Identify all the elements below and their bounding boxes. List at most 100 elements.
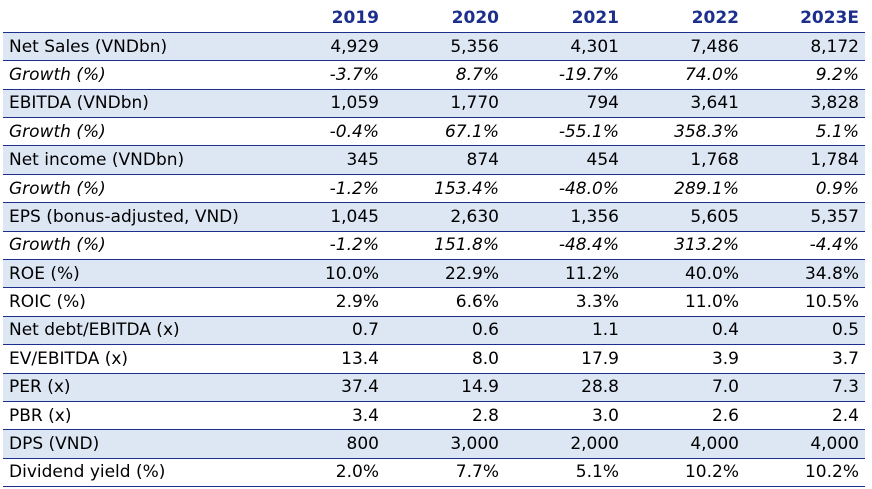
row-value: 5.1%	[505, 458, 625, 488]
row-value: 1,059	[265, 89, 385, 119]
row-value: 4,929	[265, 32, 385, 62]
header-cell-2023e: 2023E	[745, 4, 865, 33]
row-value: 1,356	[505, 202, 625, 232]
row-value: 17.9	[505, 344, 625, 374]
row-value: 3,000	[385, 429, 505, 459]
row-value: 8,172	[745, 32, 865, 62]
row-value: 37.4	[265, 373, 385, 402]
row-label: Growth (%)	[3, 231, 265, 261]
row-value: 10.2%	[625, 458, 745, 488]
row-value: 22.9%	[385, 259, 505, 289]
row-value: 3.0	[505, 401, 625, 431]
table-row: ROIC (%) 2.9% 6.6% 3.3% 11.0% 10.5%	[3, 287, 865, 317]
table-row: Net Sales (VNDbn) 4,929 5,356 4,301 7,486 8,1…	[3, 32, 865, 62]
row-value: 6.6%	[385, 287, 505, 317]
header-cell-label	[3, 4, 265, 33]
row-value: 1,768	[625, 145, 745, 175]
row-value: 2.0%	[265, 458, 385, 488]
row-value: 11.0%	[625, 287, 745, 317]
row-value: 345	[265, 145, 385, 175]
row-value: -0.4%	[265, 117, 385, 147]
row-label: Dividend yield (%)	[3, 458, 265, 488]
row-value: 67.1%	[385, 117, 505, 147]
row-label: ROIC (%)	[3, 287, 265, 317]
row-label: Net Sales (VNDbn)	[3, 32, 265, 62]
row-value: 3.3%	[505, 287, 625, 317]
row-label: DPS (VND)	[3, 429, 265, 459]
row-value: 1,045	[265, 202, 385, 232]
row-value: 10.2%	[745, 458, 865, 488]
row-value: 0.7	[265, 316, 385, 346]
row-value: 74.0%	[625, 60, 745, 90]
row-value: 3,641	[625, 89, 745, 119]
row-value: 10.0%	[265, 259, 385, 289]
row-value: 289.1%	[625, 174, 745, 204]
row-value: 8.7%	[385, 60, 505, 90]
row-value: 11.2%	[505, 259, 625, 289]
row-value: 9.2%	[745, 60, 865, 90]
row-value: 0.9%	[745, 174, 865, 204]
table-row: Net debt/EBITDA (x) 0.7 0.6 1.1 0.4 0.5	[3, 316, 865, 346]
row-label: PER (x)	[3, 373, 265, 402]
row-value: 2,630	[385, 202, 505, 232]
row-value: 5,357	[745, 202, 865, 232]
row-value: 313.2%	[625, 231, 745, 261]
financial-table: 2019 2020 2021 2022 2023E Net Sales (VND…	[3, 4, 865, 488]
row-value: 2,000	[505, 429, 625, 459]
table-row: EV/EBITDA (x) 13.4 8.0 17.9 3.9 3.7	[3, 344, 865, 374]
row-value: 7.3	[745, 373, 865, 402]
row-value: 358.3%	[625, 117, 745, 147]
row-value: 4,000	[745, 429, 865, 459]
row-value: 794	[505, 89, 625, 119]
row-value: 5,356	[385, 32, 505, 62]
row-value: 2.4	[745, 401, 865, 431]
row-value: 2.9%	[265, 287, 385, 317]
table-row: PER (x) 37.4 14.9 28.8 7.0 7.3	[3, 373, 865, 402]
row-value: 7.0	[625, 373, 745, 402]
row-value: 800	[265, 429, 385, 459]
table-row: Growth (%) -1.2% 153.4% -48.0% 289.1% 0.9%	[3, 174, 865, 204]
row-value: 8.0	[385, 344, 505, 374]
row-label: Net debt/EBITDA (x)	[3, 316, 265, 346]
row-value: 40.0%	[625, 259, 745, 289]
row-value: 454	[505, 145, 625, 175]
row-value: -3.7%	[265, 60, 385, 90]
row-value: 4,000	[625, 429, 745, 459]
row-value: -48.4%	[505, 231, 625, 261]
row-label: Growth (%)	[3, 60, 265, 90]
row-value: 7.7%	[385, 458, 505, 488]
row-label: ROE (%)	[3, 259, 265, 289]
row-value: 13.4	[265, 344, 385, 374]
row-value: 3.4	[265, 401, 385, 431]
header-cell-2020: 2020	[385, 4, 505, 33]
row-value: 2.8	[385, 401, 505, 431]
row-value: 0.4	[625, 316, 745, 346]
row-value: 874	[385, 145, 505, 175]
table-row: PBR (x) 3.4 2.8 3.0 2.6 2.4	[3, 401, 865, 431]
row-value: -19.7%	[505, 60, 625, 90]
row-value: 5,605	[625, 202, 745, 232]
row-value: 3.9	[625, 344, 745, 374]
row-value: 3.7	[745, 344, 865, 374]
row-value: 0.6	[385, 316, 505, 346]
row-label: EPS (bonus-adjusted, VND)	[3, 202, 265, 232]
table-row: EBITDA (VNDbn) 1,059 1,770 794 3,641 3,828	[3, 89, 865, 119]
row-value: -1.2%	[265, 174, 385, 204]
table-row: Growth (%) -1.2% 151.8% -48.4% 313.2% -4.4%	[3, 231, 865, 261]
row-label: Net income (VNDbn)	[3, 145, 265, 175]
header-cell-2021: 2021	[505, 4, 625, 33]
header-cell-2019: 2019	[265, 4, 385, 33]
row-label: PBR (x)	[3, 401, 265, 431]
row-label: EBITDA (VNDbn)	[3, 89, 265, 119]
row-value: 7,486	[625, 32, 745, 62]
row-value: 151.8%	[385, 231, 505, 261]
row-value: -1.2%	[265, 231, 385, 261]
table-row: DPS (VND) 800 3,000 2,000 4,000 4,000	[3, 429, 865, 459]
row-label: EV/EBITDA (x)	[3, 344, 265, 374]
table-row: EPS (bonus-adjusted, VND) 1,045 2,630 1,356…	[3, 202, 865, 232]
row-label: Growth (%)	[3, 117, 265, 147]
row-value: 1.1	[505, 316, 625, 346]
row-value: 2.6	[625, 401, 745, 431]
table-row: Dividend yield (%) 2.0% 7.7% 5.1% 10.2% 10.2%	[3, 458, 865, 488]
